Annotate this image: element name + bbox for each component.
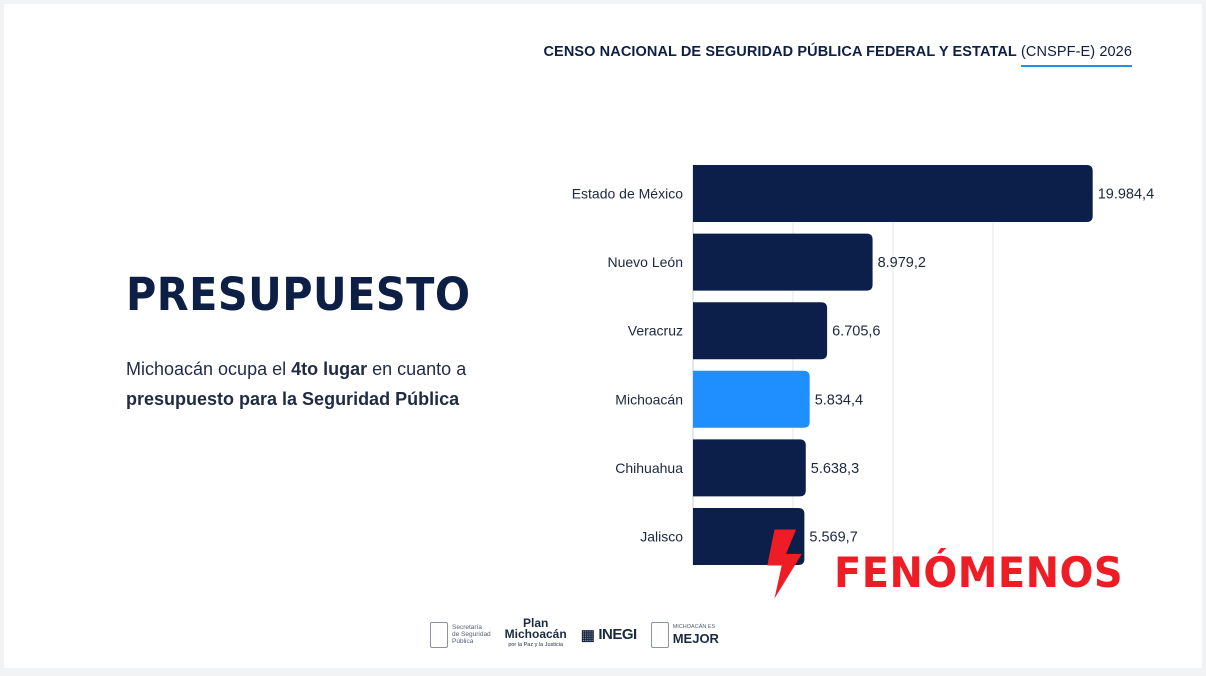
slide: CENSO NACIONAL DE SEGURIDAD PÚBLICA FEDE… — [4, 4, 1202, 668]
bar — [693, 165, 1093, 222]
bar — [693, 233, 873, 291]
inegi-flag-icon: ▦ — [580, 626, 595, 644]
value-label: 8.979,2 — [878, 255, 926, 271]
survey-header: CENSO NACIONAL DE SEGURIDAD PÚBLICA FEDE… — [543, 44, 1132, 67]
category-label: Nuevo León — [607, 254, 683, 270]
category-label: Jalisco — [640, 529, 683, 545]
bar — [693, 370, 810, 428]
bar — [693, 439, 806, 497]
state-seal-icon — [430, 621, 448, 648]
lightning-bolt-icon — [767, 529, 802, 599]
inegi-logo: ▦ INEGI — [580, 626, 638, 644]
sec-line3: Pública — [452, 638, 474, 645]
sec-line2: de Seguridad — [452, 631, 491, 638]
footer-logos: Secretaría de Seguridad Pública Plan Mic… — [430, 616, 719, 651]
desc-bold-2: presupuesto para la Seguridad Pública — [126, 389, 460, 409]
desc-bold-1: 4to lugar — [291, 359, 368, 379]
michoacan-mejor-logo: MICHOACÁN ES MEJOR — [650, 621, 719, 648]
mejor-text: MEJOR — [672, 630, 719, 646]
value-label: 19.984,4 — [1098, 187, 1154, 203]
plan-michoacan-logo: Plan Michoacán por la Paz y la Justicia — [504, 616, 567, 651]
plan-line1: Plan — [523, 616, 549, 630]
page-title: PRESUPUESTO — [126, 268, 471, 321]
value-label: 6.705,6 — [832, 324, 880, 340]
inegi-text: INEGI — [598, 626, 637, 643]
brand-watermark: FENÓMENOS — [834, 548, 1124, 597]
mejor-seal-icon — [650, 621, 669, 648]
mejor-small: MICHOACÁN ES — [672, 623, 716, 630]
value-label: 5.638,3 — [811, 461, 859, 477]
category-label: Chihuahua — [615, 460, 683, 476]
bar — [693, 302, 828, 360]
value-label: 5.569,7 — [809, 530, 857, 546]
plan-line3: por la Paz y la Justicia — [508, 642, 564, 648]
survey-acronym: (CNSPF-E) 2026 — [1021, 44, 1132, 67]
seguridad-publica-logo: Secretaría de Seguridad Pública — [430, 621, 491, 648]
category-label: Michoacán — [615, 391, 683, 407]
plan-line2: Michoacán — [504, 627, 567, 641]
desc-text-1: Michoacán ocupa el — [126, 359, 292, 379]
value-label: 5.834,4 — [815, 392, 863, 408]
category-label: Estado de México — [572, 186, 683, 202]
survey-title: CENSO NACIONAL DE SEGURIDAD PÚBLICA FEDE… — [543, 44, 1017, 60]
description: Michoacán ocupa el 4to lugar en cuanto a… — [126, 354, 546, 414]
category-label: Veracruz — [628, 323, 683, 339]
sec-line1: Secretaría — [452, 624, 482, 631]
desc-text-2: en cuanto a — [367, 359, 467, 379]
